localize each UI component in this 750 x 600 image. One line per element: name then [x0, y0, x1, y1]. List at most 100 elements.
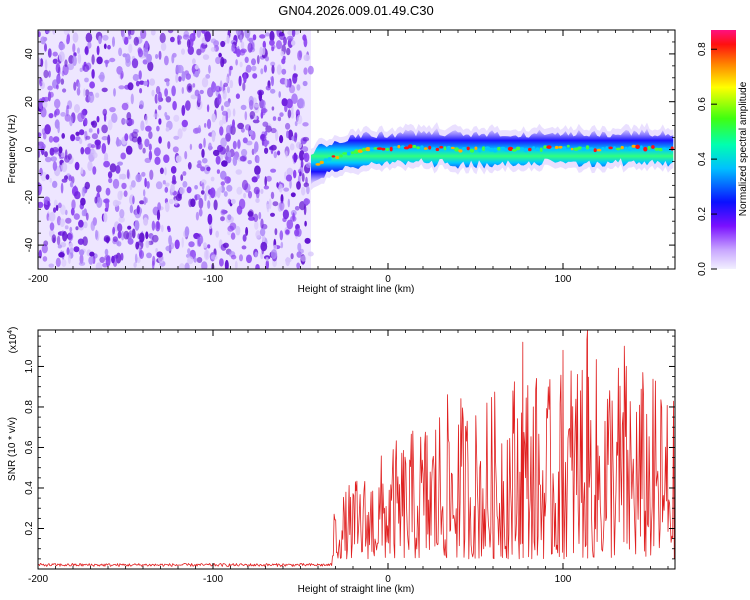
noise-speck [248, 209, 254, 219]
noise-speck [187, 162, 192, 170]
noise-speck [48, 113, 54, 119]
noise-speck [246, 254, 252, 264]
noise-speck [82, 236, 88, 247]
track-hotspot [624, 146, 628, 150]
noise-speck [143, 196, 147, 205]
noise-speck [290, 253, 294, 260]
noise-speck [262, 121, 269, 127]
noise-speck [118, 216, 125, 223]
noise-speck [241, 245, 247, 250]
noise-speck [182, 171, 187, 176]
noise-speck [96, 197, 103, 208]
noise-speck [287, 198, 290, 208]
noise-speck [286, 35, 294, 41]
noise-speck [292, 73, 298, 84]
noise-speck [48, 135, 54, 143]
noise-speck [139, 247, 143, 258]
noise-speck [172, 100, 177, 111]
noise-speck [98, 74, 105, 80]
colorbar-label: Normalized spectral amplitude [738, 81, 749, 216]
track-hotspot [585, 145, 590, 150]
noise-speck [65, 217, 72, 224]
noise-speck [165, 127, 170, 132]
noise-speck [140, 30, 147, 40]
noise-speck [146, 53, 153, 63]
noise-speck [207, 200, 211, 209]
y-tick-label: 0.4 [24, 481, 35, 495]
noise-speck [62, 88, 67, 93]
noise-speck [239, 254, 243, 262]
noise-speck [232, 155, 238, 166]
noise-speck [129, 230, 133, 235]
noise-speck [228, 66, 232, 77]
noise-speck [232, 119, 235, 129]
noise-speck [223, 191, 228, 197]
track-hotspot [412, 144, 417, 149]
noise-speck [188, 198, 193, 208]
noise-speck [247, 160, 252, 165]
noise-speck [155, 248, 158, 253]
noise-speck [263, 139, 268, 148]
noise-speck [263, 185, 270, 190]
noise-speck [155, 54, 159, 59]
noise-speck [90, 121, 95, 126]
noise-speck [131, 228, 136, 239]
noise-speck [89, 81, 95, 89]
noise-speck [263, 64, 267, 73]
noise-speck [202, 54, 210, 60]
x-tick-label: 0 [385, 574, 391, 585]
track-hotspot [478, 148, 482, 153]
noise-speck [304, 237, 311, 244]
noise-speck [222, 90, 227, 100]
noise-speck [234, 260, 238, 269]
noise-speck [220, 209, 226, 216]
noise-speck [139, 232, 145, 243]
noise-speck [68, 242, 74, 248]
x-tick-label: -200 [28, 574, 48, 585]
noise-speck [80, 109, 86, 120]
noise-speck [288, 84, 296, 94]
noise-speck [249, 99, 254, 110]
noise-speck [103, 43, 107, 50]
noise-speck [242, 137, 248, 144]
noise-speck [175, 155, 182, 163]
track-hotspot [428, 145, 432, 150]
noise-speck [300, 160, 304, 168]
noise-speck [116, 66, 123, 75]
noise-speck [75, 226, 79, 231]
noise-speck [181, 87, 184, 94]
noise-speck [95, 229, 98, 240]
track-hotspot [420, 145, 424, 150]
track-hotspot [481, 146, 486, 152]
noise-speck [211, 131, 216, 143]
noise-speck [173, 135, 180, 140]
noise-speck [290, 111, 295, 119]
noise-speck [259, 34, 266, 39]
noise-speck [101, 124, 108, 134]
noise-speck [109, 57, 116, 63]
noise-speck [118, 85, 125, 90]
noise-speck [144, 157, 152, 163]
y-tick-label: 1.0 [24, 359, 35, 373]
noise-speck [291, 40, 296, 46]
noise-speck [52, 136, 60, 143]
noise-speck [273, 151, 278, 159]
track-hotspot [535, 147, 540, 151]
noise-speck [194, 194, 198, 201]
track-hotspot [627, 146, 633, 151]
noise-speck [144, 40, 149, 50]
noise-speck [120, 173, 127, 180]
noise-speck [78, 219, 84, 228]
track-hotspot [554, 145, 559, 150]
noise-speck [77, 53, 82, 64]
noise-speck [103, 113, 107, 122]
noise-speck [269, 30, 275, 42]
noise-speck [280, 51, 285, 57]
noise-speck [148, 131, 153, 140]
noise-speck [101, 143, 107, 154]
noise-speck [165, 96, 172, 103]
noise-speck [164, 55, 169, 66]
noise-speck [126, 112, 132, 121]
noise-speck [56, 73, 61, 85]
noise-speck [280, 194, 284, 204]
